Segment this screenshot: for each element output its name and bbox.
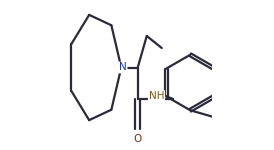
Text: N: N <box>119 63 127 72</box>
Text: NH: NH <box>149 91 164 101</box>
Text: O: O <box>134 134 142 144</box>
